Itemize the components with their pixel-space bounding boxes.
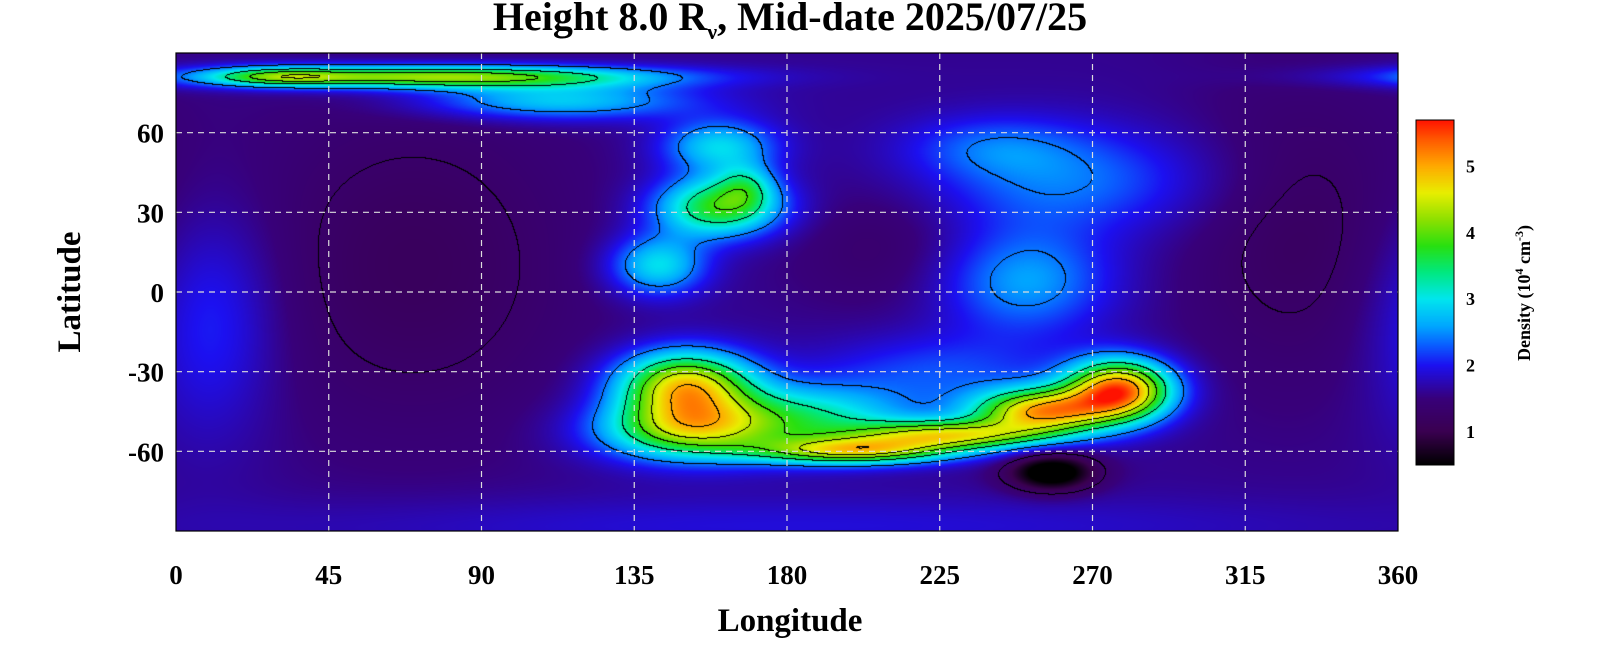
y-tick-label-minus-30: -30 (128, 358, 164, 388)
colorbar-label-unit: cm (1514, 241, 1534, 268)
colorbar-label-suffix: ) (1514, 225, 1535, 231)
x-tick-label-0: 0 (169, 560, 183, 590)
colorbar-frame (1415, 119, 1455, 466)
colorbar-tick-5: 5 (1466, 156, 1475, 176)
x-tick-label-90: 90 (468, 560, 495, 590)
grid-lines (176, 53, 1398, 531)
y-tick-label-60: 60 (137, 119, 164, 149)
chart-title-main: Height 8.0 R (493, 0, 709, 39)
plot-frame (175, 52, 1399, 532)
colorbar-label-prefix: Density (10 (1514, 274, 1535, 361)
chart-title-subscript: ν (706, 19, 717, 44)
y-tick-label-0: 0 (151, 278, 165, 308)
colorbar-tick-4: 4 (1466, 223, 1475, 243)
x-tick-label-180: 180 (767, 560, 808, 590)
y-axis-label: Latitude (52, 231, 88, 352)
x-tick-labels: 0 45 90 135 180 225 270 315 360 (169, 560, 1418, 590)
y-tick-label-minus-60: -60 (128, 437, 164, 467)
x-tick-label-315: 315 (1225, 560, 1266, 590)
colorbar-tick-2: 2 (1466, 355, 1475, 375)
x-tick-label-135: 135 (614, 560, 655, 590)
colorbar-tick-1: 1 (1466, 422, 1475, 442)
colorbar (1416, 120, 1454, 465)
colorbar-label-unit-exponent: -3 (1512, 231, 1526, 241)
x-tick-label-360: 360 (1378, 560, 1419, 590)
x-tick-label-45: 45 (315, 560, 342, 590)
x-axis-label: Longitude (718, 603, 863, 639)
colorbar-tick-3: 3 (1466, 289, 1475, 309)
chart-title-date: , Mid-date 2025/07/25 (717, 0, 1087, 39)
colorbar-label-exponent: 4 (1512, 268, 1526, 274)
y-tick-label-30: 30 (137, 198, 164, 228)
x-tick-label-270: 270 (1072, 560, 1113, 590)
chart-title: Height 8.0 Rν, Mid-date 2025/07/25 (493, 0, 1087, 44)
colorbar-ticks: 1 2 3 4 5 (1466, 156, 1475, 441)
colorbar-label: Density (104 cm-3) (1512, 225, 1535, 361)
y-tick-labels: 60 30 0 -30 -60 (128, 119, 164, 468)
x-tick-label-225: 225 (920, 560, 961, 590)
